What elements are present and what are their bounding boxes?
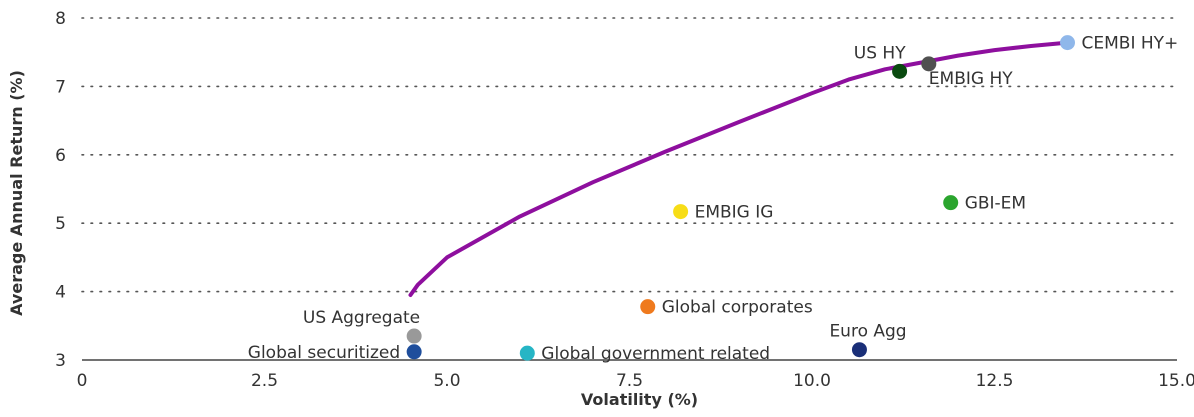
gridlines bbox=[81, 17, 1178, 293]
point-global-securitized bbox=[406, 344, 422, 360]
point-label-us-aggregate: US Aggregate bbox=[303, 308, 420, 328]
point-label-embig-hy: EMBIG HY bbox=[929, 69, 1013, 89]
x-tick-label-5-0: 5.0 bbox=[433, 371, 460, 391]
point-label-euro-agg: Euro Agg bbox=[829, 322, 906, 342]
y-axis-title: Average Annual Return (%) bbox=[7, 70, 26, 316]
point-label-global-government-related: Global government related bbox=[541, 344, 770, 364]
point-embig-hy bbox=[921, 56, 937, 72]
efficient-frontier-line bbox=[408, 40, 1070, 297]
frontier-layer bbox=[408, 40, 1070, 297]
point-label-gbi-em: GBI-EM bbox=[965, 194, 1026, 214]
y-tick-label-8: 8 bbox=[55, 9, 66, 29]
axes: 3 4 5 6 7 8 0 2.5 5.0 7.5 10.0 12.5 15.0 bbox=[55, 9, 1194, 391]
point-embig-ig bbox=[673, 204, 689, 220]
point-label-embig-ig: EMBIG IG bbox=[695, 203, 774, 223]
y-tick-label-5: 5 bbox=[55, 214, 66, 234]
point-global-government-related bbox=[519, 345, 535, 361]
points-layer bbox=[406, 35, 1075, 361]
x-axis-title: Volatility (%) bbox=[581, 390, 698, 409]
labels-layer: US HY EMBIG HY CEMBI HY+ EMBIG IG GBI-EM Glob… bbox=[248, 34, 1178, 365]
y-tick-label-4: 4 bbox=[55, 283, 66, 303]
y-tick-label-6: 6 bbox=[55, 146, 66, 166]
point-us-aggregate bbox=[406, 328, 422, 344]
point-label-cembi-hy: CEMBI HY+ bbox=[1082, 34, 1179, 54]
point-cembi-hy bbox=[1060, 35, 1075, 51]
x-tick-label-2-5: 2.5 bbox=[251, 371, 278, 391]
x-tick-label-0: 0 bbox=[77, 371, 88, 391]
point-us-hy bbox=[892, 63, 908, 79]
y-tick-label-7: 7 bbox=[55, 77, 66, 97]
point-label-global-corporates: Global corporates bbox=[662, 298, 813, 318]
point-euro-agg bbox=[851, 342, 867, 358]
x-tick-label-15-0: 15.0 bbox=[1158, 371, 1194, 391]
y-tick-label-3: 3 bbox=[55, 351, 66, 371]
point-label-us-hy: US HY bbox=[854, 43, 906, 63]
x-tick-label-7-5: 7.5 bbox=[616, 371, 643, 391]
point-gbi-em bbox=[943, 195, 959, 211]
x-tick-label-12-5: 12.5 bbox=[976, 371, 1014, 391]
x-tick-label-10-0: 10.0 bbox=[793, 371, 831, 391]
point-label-global-securitized: Global securitized bbox=[248, 343, 400, 363]
point-global-corporates bbox=[640, 299, 656, 315]
